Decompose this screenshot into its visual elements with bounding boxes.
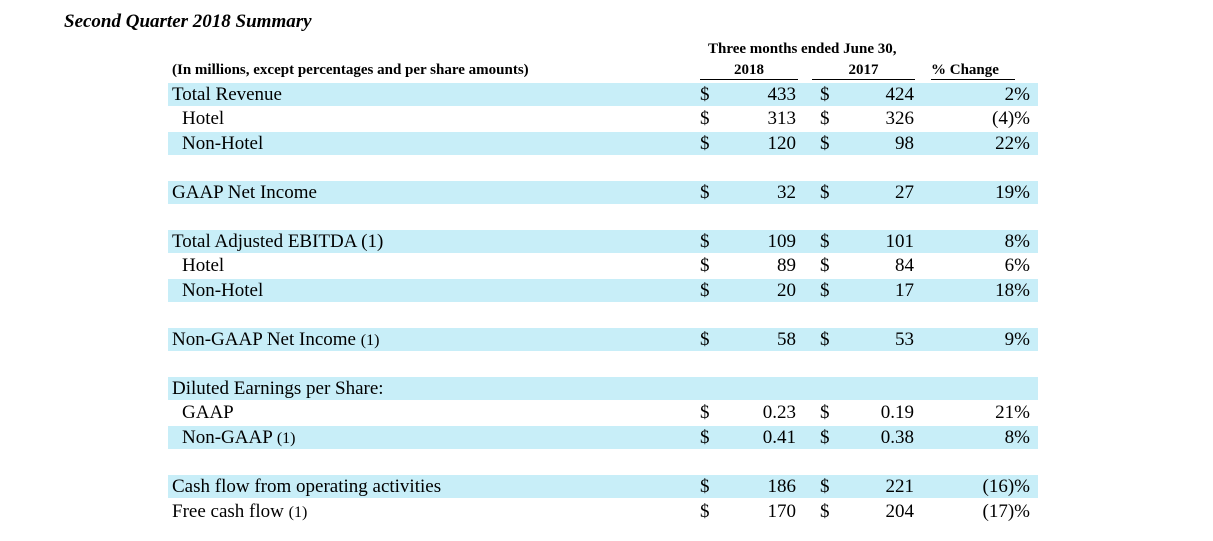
currency-symbol: $ (820, 255, 830, 276)
currency-symbol: $ (700, 231, 710, 252)
currency-symbol: $ (820, 329, 830, 350)
period-group-header: Three months ended June 30, (708, 41, 897, 57)
percent-change: 19% (995, 182, 1030, 203)
value-2017: 98 (895, 133, 914, 154)
currency-symbol: $ (700, 84, 710, 105)
row-label: GAAP (182, 402, 234, 423)
table-row-gaap-net-income: GAAP Net Income $ 32 $ 27 19% (168, 181, 1038, 204)
value-2018: 20 (777, 280, 796, 301)
units-note: (In millions, except percentages and per… (172, 62, 529, 78)
page-title: Second Quarter 2018 Summary (64, 11, 312, 32)
value-2018: 0.41 (762, 427, 796, 448)
row-label: Hotel (182, 108, 225, 129)
currency-symbol: $ (820, 108, 830, 129)
currency-symbol: $ (700, 182, 710, 203)
value-2017: 0.19 (880, 402, 914, 423)
percent-change: (17)% (982, 501, 1030, 522)
percent-change: 8% (1004, 427, 1030, 448)
currency-symbol: $ (700, 255, 710, 276)
value-2018: 433 (767, 84, 797, 105)
row-label: Total Revenue (172, 84, 282, 105)
row-label: Non-GAAP (1) (182, 427, 296, 448)
currency-symbol: $ (820, 402, 830, 423)
currency-symbol: $ (820, 182, 830, 203)
currency-symbol: $ (820, 280, 830, 301)
row-label: Total Adjusted EBITDA (1) (172, 231, 384, 252)
value-2018: 58 (777, 329, 796, 350)
value-2018: 120 (767, 133, 797, 154)
currency-symbol: $ (700, 133, 710, 154)
value-2017: 53 (895, 329, 914, 350)
value-2018: 109 (767, 231, 797, 252)
column-header-change: % Change (931, 62, 1015, 80)
column-header-2017: 2017 (812, 62, 915, 80)
percent-change: 21% (995, 402, 1030, 423)
currency-symbol: $ (820, 84, 830, 105)
percent-change: 2% (1004, 84, 1030, 105)
row-label: GAAP Net Income (172, 182, 317, 203)
currency-symbol: $ (820, 476, 830, 497)
percent-change: (4)% (992, 108, 1030, 129)
currency-symbol: $ (700, 501, 710, 522)
table-row-hotel-ebitda: Hotel $ 89 $ 84 6% (168, 254, 1038, 277)
value-2018: 170 (767, 501, 797, 522)
currency-symbol: $ (820, 427, 830, 448)
row-label: Diluted Earnings per Share: (172, 378, 384, 399)
table-row-total-adjusted-ebitda: Total Adjusted EBITDA (1) $ 109 $ 101 8% (168, 230, 1038, 253)
percent-change: 18% (995, 280, 1030, 301)
row-label: Hotel (182, 255, 225, 276)
column-header-2018: 2018 (700, 62, 798, 80)
table-row-total-revenue: Total Revenue $ 433 $ 424 2% (168, 83, 1038, 106)
value-2018: 313 (767, 108, 797, 129)
table-row-gaap-eps: GAAP $ 0.23 $ 0.19 21% (168, 401, 1038, 424)
currency-symbol: $ (820, 231, 830, 252)
percent-change: 8% (1004, 231, 1030, 252)
table-row-non-gaap-net-income: Non-GAAP Net Income (1) $ 58 $ 53 9% (168, 328, 1038, 351)
row-label: Non-Hotel (182, 280, 264, 301)
table-row-diluted-eps-heading: Diluted Earnings per Share: (168, 377, 1038, 400)
value-2017: 17 (895, 280, 914, 301)
table-row-non-hotel-revenue: Non-Hotel $ 120 $ 98 22% (168, 132, 1038, 155)
currency-symbol: $ (700, 280, 710, 301)
table-row-non-gaap-eps: Non-GAAP (1) $ 0.41 $ 0.38 8% (168, 426, 1038, 449)
currency-symbol: $ (820, 501, 830, 522)
value-2018: 186 (767, 476, 797, 497)
percent-change: 22% (995, 133, 1030, 154)
value-2017: 101 (885, 231, 915, 252)
value-2017: 84 (895, 255, 914, 276)
table-row-hotel-revenue: Hotel $ 313 $ 326 (4)% (168, 107, 1038, 130)
row-label: Non-Hotel (182, 133, 264, 154)
value-2017: 204 (885, 501, 915, 522)
percent-change: 6% (1004, 255, 1030, 276)
row-label: Free cash flow (1) (172, 501, 308, 522)
row-label: Non-GAAP Net Income (1) (172, 329, 380, 350)
currency-symbol: $ (700, 402, 710, 423)
value-2018: 32 (777, 182, 796, 203)
table-row-free-cash-flow: Free cash flow (1) $ 170 $ 204 (17)% (168, 500, 1038, 523)
value-2017: 0.38 (880, 427, 914, 448)
percent-change: 9% (1004, 329, 1030, 350)
value-2017: 221 (885, 476, 915, 497)
currency-symbol: $ (700, 476, 710, 497)
value-2018: 0.23 (762, 402, 796, 423)
currency-symbol: $ (700, 329, 710, 350)
currency-symbol: $ (820, 133, 830, 154)
currency-symbol: $ (700, 427, 710, 448)
currency-symbol: $ (700, 108, 710, 129)
row-label: Cash flow from operating activities (172, 476, 442, 497)
value-2017: 27 (895, 182, 914, 203)
table-row-operating-cash-flow: Cash flow from operating activities $ 18… (168, 475, 1038, 498)
table-row-non-hotel-ebitda: Non-Hotel $ 20 $ 17 18% (168, 279, 1038, 302)
value-2017: 424 (885, 84, 915, 105)
value-2017: 326 (885, 108, 915, 129)
percent-change: (16)% (982, 476, 1030, 497)
value-2018: 89 (777, 255, 796, 276)
